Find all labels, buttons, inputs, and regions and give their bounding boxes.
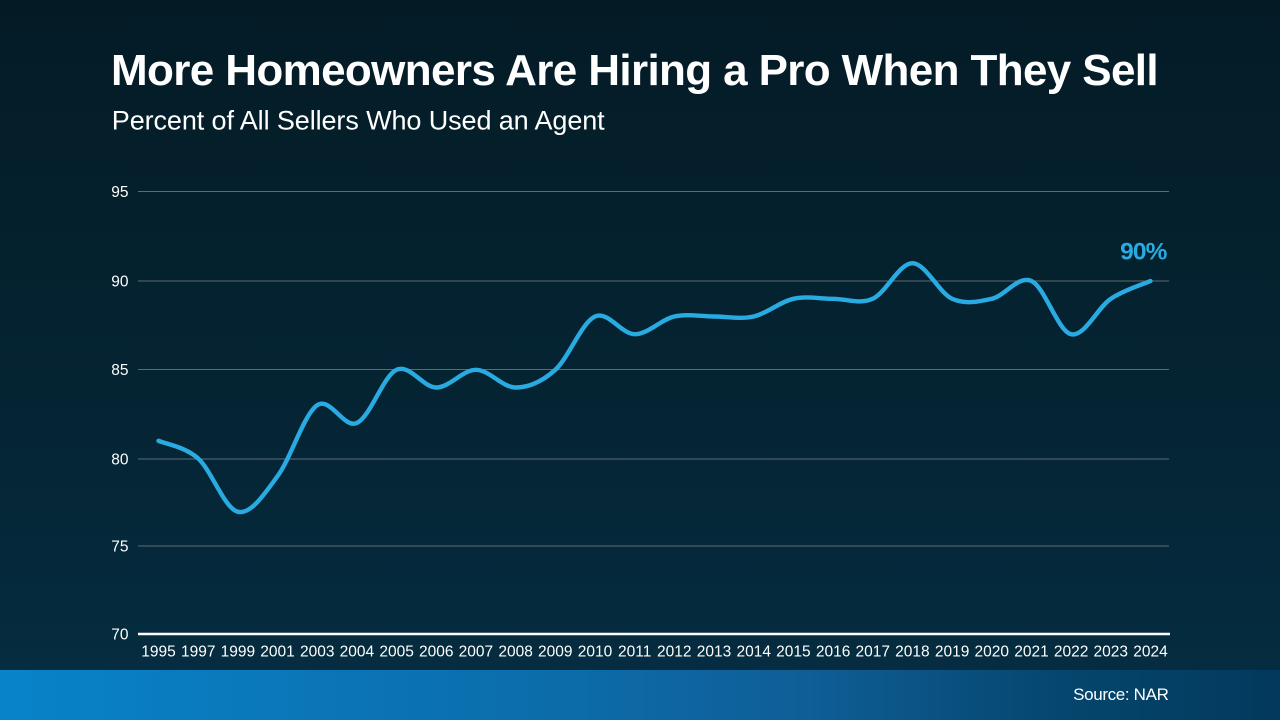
svg-text:2022: 2022: [1054, 644, 1088, 661]
svg-text:1995: 1995: [141, 644, 175, 661]
svg-text:1997: 1997: [181, 644, 215, 661]
svg-text:2016: 2016: [816, 644, 850, 661]
svg-text:2004: 2004: [340, 644, 375, 661]
svg-text:2003: 2003: [300, 644, 334, 661]
svg-text:2019: 2019: [935, 644, 969, 661]
svg-text:90%: 90%: [1120, 238, 1167, 265]
svg-text:2006: 2006: [419, 644, 453, 661]
svg-text:2001: 2001: [260, 644, 294, 661]
svg-text:2024: 2024: [1133, 644, 1168, 661]
svg-text:2023: 2023: [1094, 644, 1128, 661]
svg-text:85: 85: [111, 362, 128, 379]
svg-text:2017: 2017: [855, 644, 889, 661]
svg-text:2009: 2009: [538, 644, 572, 661]
svg-text:70: 70: [111, 627, 129, 644]
svg-text:75: 75: [111, 539, 128, 556]
svg-text:2012: 2012: [657, 644, 691, 661]
svg-text:2011: 2011: [618, 644, 651, 661]
svg-text:90: 90: [111, 274, 129, 291]
svg-text:95: 95: [111, 184, 128, 201]
svg-text:2018: 2018: [895, 644, 929, 661]
svg-text:80: 80: [111, 452, 129, 469]
svg-text:1999: 1999: [221, 644, 255, 661]
svg-text:2014: 2014: [736, 644, 771, 661]
svg-text:2013: 2013: [697, 644, 731, 661]
svg-text:2007: 2007: [459, 644, 493, 661]
svg-text:More Homeowners Are Hiring a P: More Homeowners Are Hiring a Pro When Th…: [111, 46, 1158, 95]
svg-text:2015: 2015: [776, 644, 810, 661]
svg-text:2020: 2020: [975, 644, 1010, 661]
svg-text:Percent of All Sellers Who Use: Percent of All Sellers Who Used an Agent: [112, 106, 605, 136]
svg-text:Source: NAR: Source: NAR: [1073, 685, 1168, 704]
svg-text:2010: 2010: [578, 644, 613, 661]
svg-text:2021: 2021: [1014, 644, 1048, 661]
svg-text:2008: 2008: [498, 644, 532, 661]
svg-text:2005: 2005: [379, 644, 413, 661]
